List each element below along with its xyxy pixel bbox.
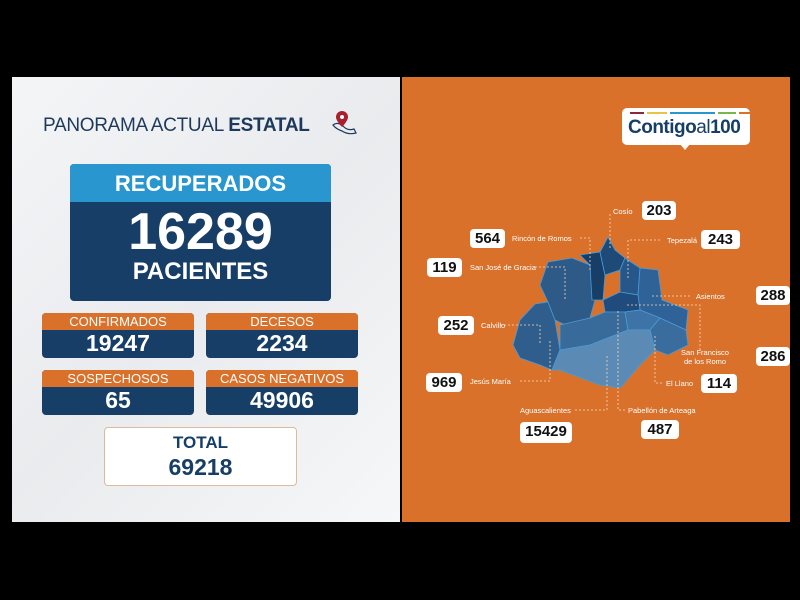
stat-label: SOSPECHOSOS (42, 370, 194, 387)
value-cosio: 203 (642, 201, 676, 220)
stat-decesos: DECESOS 2234 (206, 313, 358, 358)
value-calvillo: 252 (438, 316, 474, 335)
page-title: PANORAMA ACTUAL ESTATAL (43, 115, 310, 136)
label-asientos: Asientos (696, 292, 725, 301)
stat-value: 2234 (256, 330, 308, 356)
label-calvillo: Calvillo (481, 321, 506, 330)
value-rincon-de-romos: 564 (470, 229, 505, 248)
label-san-jose-de-gracia: San José de Gracia (470, 263, 536, 272)
label-pabellon-de-arteaga: Pabellón de Arteaga (628, 406, 696, 415)
region-pabellon (602, 291, 641, 313)
stat-sospechosos: SOSPECHOSOS 65 (42, 370, 194, 415)
value-el-llano: 114 (701, 374, 737, 393)
summary-panel: PANORAMA ACTUAL ESTATAL RECUPERADOS 1628… (12, 77, 400, 522)
region-tepezala (619, 257, 641, 296)
total-label: TOTAL (172, 433, 229, 452)
mexico-map-pin-icon (332, 111, 357, 135)
total-value: 69218 (168, 454, 233, 480)
value-san-jose-de-gracia: 119 (427, 258, 462, 277)
label-tepezala: Tepezalá (667, 236, 698, 245)
value-asientos: 288 (756, 286, 790, 305)
stat-casos-negativos: CASOS NEGATIVOS 49906 (206, 370, 358, 415)
label-el-llano: El Llano (666, 379, 694, 388)
stat-value: 65 (105, 387, 131, 413)
value-san-francisco-de-los-romo: 286 (756, 347, 790, 366)
stat-value: 49906 (250, 387, 314, 413)
label-rincon-de-romos: Rincón de Romos (512, 234, 572, 243)
label-jesus-maria: Jesús María (470, 377, 511, 386)
region-aguascalientes (551, 329, 656, 389)
stat-label: DECESOS (206, 313, 358, 330)
recovered-label: RECUPERADOS (70, 164, 331, 202)
value-pabellon-de-arteaga: 487 (641, 420, 679, 439)
stat-confirmados: CONFIRMADOS 19247 (42, 313, 194, 358)
recovered-unit: PACIENTES (132, 258, 269, 285)
value-jesus-maria: 969 (426, 373, 462, 392)
stat-label: CASOS NEGATIVOS (206, 370, 358, 387)
total-card: TOTAL 69218 (104, 427, 297, 486)
value-tepezala: 243 (701, 230, 740, 249)
stat-value: 19247 (86, 330, 150, 356)
contigo-al-100-logo: Contigoal100 (622, 108, 751, 150)
label-cosio: Cosío (613, 207, 633, 216)
stat-label: CONFIRMADOS (42, 313, 194, 330)
label-aguascalientes: Aguascalientes (520, 406, 571, 415)
recovered-card: RECUPERADOS 16289 PACIENTES (70, 164, 331, 301)
value-aguascalientes: 15429 (520, 422, 572, 443)
recovered-value: 16289 (128, 203, 273, 261)
label-san-francisco-de-los-romo: San Francisco de los Romo (681, 348, 729, 366)
